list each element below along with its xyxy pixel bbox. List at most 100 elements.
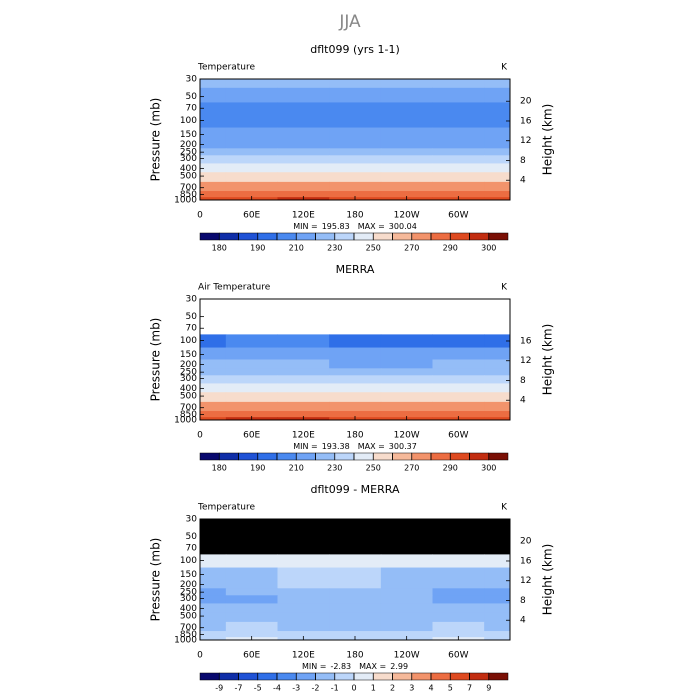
contour-cell <box>225 172 278 183</box>
y-tick-label: 1000 <box>174 416 197 426</box>
contour-cell <box>277 87 330 103</box>
contour-cell <box>329 191 382 198</box>
contour-cell <box>432 334 485 349</box>
y-tick-label: 50 <box>186 312 198 322</box>
colorbar-box <box>450 452 470 461</box>
colorbar-box <box>469 452 489 461</box>
contour-cell <box>484 375 511 384</box>
colorbar-label: 7 <box>467 684 472 693</box>
contour-cell <box>277 172 330 183</box>
y-tick-label: 100 <box>180 116 197 126</box>
contour-cell <box>225 631 278 638</box>
colorbar-box <box>334 232 355 241</box>
colorbar-label: 0 <box>351 684 356 693</box>
contour-cell <box>329 102 382 115</box>
contour-cell <box>329 579 382 589</box>
y2-tick-label: 8 <box>520 596 526 606</box>
panel-title: dflt099 (yrs 1-1) <box>310 43 400 56</box>
colorbar-box <box>257 672 278 681</box>
y2-tick-label: 16 <box>520 556 532 566</box>
y-tick-label: 300 <box>180 154 197 164</box>
x-tick-label: 120E <box>292 431 315 441</box>
contour-cell <box>329 603 382 613</box>
colorbar-label: 210 <box>289 244 304 253</box>
x-tick-label: 180 <box>346 431 363 441</box>
colorbar-box <box>469 672 489 681</box>
contour-cell <box>277 411 330 418</box>
colorbar-box <box>315 232 335 241</box>
colorbar-label: 190 <box>250 464 265 473</box>
contour-cell <box>432 621 485 632</box>
contour-cell <box>329 163 382 173</box>
stat-value: 300.37 <box>389 442 417 451</box>
y2-tick-label: 12 <box>520 356 531 366</box>
contour-cell <box>200 87 227 103</box>
y-tick-label: 150 <box>180 130 197 140</box>
colorbar-label: 5 <box>448 684 453 693</box>
y2-tick-label: 12 <box>520 576 531 586</box>
y-tick-label: 850 <box>180 630 197 640</box>
colorbar-label: 270 <box>404 464 419 473</box>
contour-cell <box>432 392 485 403</box>
contour-cell <box>380 127 433 140</box>
contour-cell <box>329 368 382 376</box>
contour-cell <box>277 554 330 569</box>
colorbar-label: 300 <box>481 244 496 253</box>
colorbar-box <box>488 232 509 241</box>
contour-cell <box>484 334 511 349</box>
contour-cell <box>200 181 227 192</box>
contour-cell <box>484 181 511 192</box>
stat-value: 300.04 <box>389 222 417 231</box>
contour-cell <box>484 595 511 604</box>
colorbar-label: 4 <box>428 684 433 693</box>
x-tick-label: 60W <box>448 431 468 441</box>
contour-cell <box>277 612 330 623</box>
contour-cell <box>277 163 330 173</box>
colorbar-label: -9 <box>215 684 223 693</box>
contour-cell <box>380 359 433 369</box>
colorbar-box <box>219 672 239 681</box>
contour-cell <box>329 612 382 623</box>
y-tick-label: 500 <box>180 392 197 402</box>
contour-cell <box>432 603 485 613</box>
colorbar-box <box>238 672 258 681</box>
right-label: K <box>501 63 508 73</box>
colorbar-box <box>199 232 220 241</box>
min-max: MIN = 193.38 MAX = 300.37 <box>293 442 417 451</box>
contour-cell <box>484 172 511 183</box>
colorbar-label: 230 <box>327 244 342 253</box>
x-tick-label: 60W <box>448 211 468 221</box>
x-tick-label: 0 <box>197 651 203 661</box>
contour-cell <box>329 181 382 192</box>
stat-value: 193.38 <box>322 442 350 451</box>
contour-cell <box>432 347 485 360</box>
contour-cell <box>200 79 227 89</box>
contour-cell <box>380 87 433 103</box>
y-tick-label: 30 <box>186 75 198 85</box>
colorbar-label: 190 <box>250 244 265 253</box>
contour-cell <box>380 148 433 156</box>
x-tick-label: 120W <box>394 651 420 661</box>
y-tick-label: 850 <box>180 410 197 420</box>
y-tick-label: 400 <box>180 164 197 174</box>
contour-cell <box>329 595 382 604</box>
contour-cell <box>200 612 227 623</box>
colorbar-box <box>219 452 239 461</box>
x-tick-label: 0 <box>197 211 203 221</box>
colorbar-box <box>276 232 297 241</box>
colorbar-label: 1 <box>371 684 376 693</box>
contour-cell <box>277 155 330 164</box>
contour-cell <box>484 401 511 412</box>
y-tick-label: 1000 <box>174 636 197 646</box>
contour-cell <box>432 163 485 173</box>
y-tick-label: 250 <box>180 148 197 158</box>
contour-cell <box>200 368 227 376</box>
contour-cell <box>432 114 485 129</box>
colorbar-box <box>315 452 335 461</box>
contour-cell <box>225 554 278 569</box>
contour-cell <box>277 191 330 198</box>
contour-cell <box>277 588 330 596</box>
y2-tick-label: 20 <box>520 537 532 547</box>
contour-cell <box>277 392 330 403</box>
contour-cell <box>277 383 330 393</box>
